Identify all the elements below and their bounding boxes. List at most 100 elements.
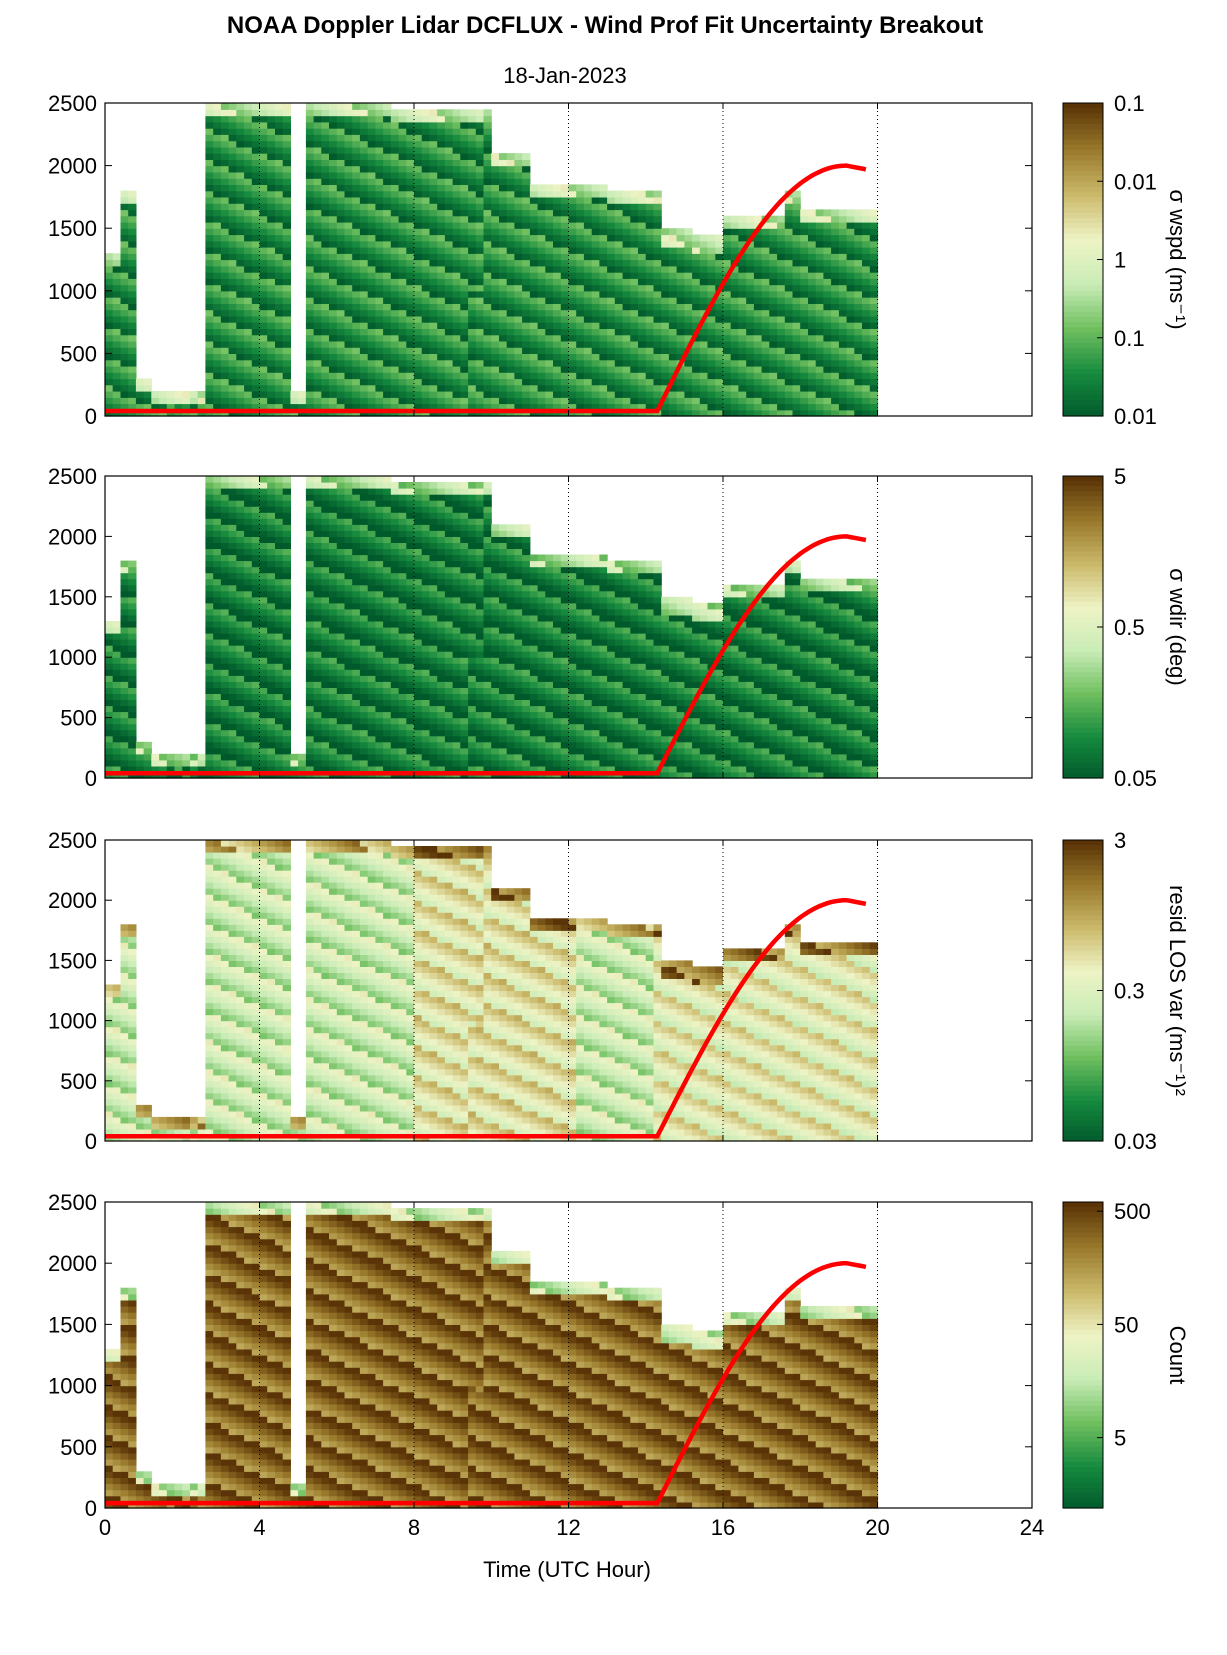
heatmap-cell: [738, 303, 746, 310]
heatmap-cell: [368, 241, 376, 248]
heatmap-cell: [260, 178, 268, 185]
heatmap-cell: [213, 518, 221, 525]
heatmap-cell: [491, 203, 499, 210]
heatmap-cell: [252, 712, 260, 719]
heatmap-cell: [661, 291, 669, 298]
heatmap-cell: [715, 404, 723, 411]
heatmap-cell: [746, 404, 754, 411]
heatmap-cell: [368, 754, 376, 761]
colorbar-swatch: [1063, 181, 1103, 187]
heatmap-cell: [236, 549, 244, 556]
heatmap-cell: [430, 109, 438, 116]
heatmap-cell: [785, 297, 793, 304]
heatmap-cell: [514, 303, 522, 310]
heatmap-cell: [345, 222, 353, 229]
heatmap-cell: [375, 579, 383, 586]
heatmap-cell: [746, 272, 754, 279]
heatmap-cell: [121, 621, 129, 628]
heatmap-cell: [260, 134, 268, 141]
heatmap-cell: [329, 748, 337, 755]
heatmap-cell: [708, 235, 716, 242]
heatmap-cell: [831, 303, 839, 310]
heatmap-cell: [236, 712, 244, 719]
heatmap-cell: [113, 742, 121, 749]
heatmap-cell: [538, 247, 546, 254]
heatmap-cell: [128, 675, 136, 682]
heatmap-cell: [545, 291, 553, 298]
figure-title: NOAA Doppler Lidar DCFLUX - Wind Prof Fi…: [227, 12, 983, 39]
heatmap-cell: [314, 360, 322, 367]
heatmap-cell: [522, 328, 530, 335]
heatmap-cell: [221, 591, 229, 598]
heatmap-cell: [468, 297, 476, 304]
heatmap-cell: [484, 328, 492, 335]
heatmap-cell: [267, 530, 275, 537]
heatmap-cell: [468, 310, 476, 317]
heatmap-cell: [221, 278, 229, 285]
heatmap-cell: [831, 322, 839, 329]
heatmap-cell: [229, 561, 237, 568]
heatmap-cell: [584, 278, 592, 285]
heatmap-cell: [507, 172, 515, 179]
heatmap-cell: [777, 397, 785, 404]
heatmap-cell: [368, 488, 376, 495]
heatmap-cell: [399, 397, 407, 404]
heatmap-cell: [314, 736, 322, 743]
heatmap-cell: [306, 178, 314, 185]
heatmap-cell: [345, 184, 353, 191]
heatmap-cell: [213, 159, 221, 166]
heatmap-cell: [267, 328, 275, 335]
heatmap-cell: [383, 700, 391, 707]
heatmap-cell: [368, 322, 376, 329]
heatmap-cell: [607, 291, 615, 298]
heatmap-cell: [823, 266, 831, 273]
heatmap-cell: [754, 397, 762, 404]
heatmap-cell: [399, 247, 407, 254]
heatmap-cell: [731, 360, 739, 367]
heatmap-cell: [723, 366, 731, 373]
heatmap-cell: [260, 147, 268, 154]
heatmap-cell: [545, 366, 553, 373]
heatmap-cell: [484, 291, 492, 298]
heatmap-cell: [314, 391, 322, 398]
heatmap-cell: [669, 347, 677, 354]
heatmap-cell: [345, 141, 353, 148]
heatmap-cell: [221, 253, 229, 260]
heatmap-cell: [205, 700, 213, 707]
heatmap-cell: [252, 567, 260, 574]
heatmap-cell: [553, 322, 561, 329]
heatmap-cell: [406, 203, 414, 210]
heatmap-cell: [862, 385, 870, 392]
heatmap-cell: [213, 391, 221, 398]
heatmap-cell: [599, 366, 607, 373]
heatmap-cell: [267, 285, 275, 292]
heatmap-cell: [430, 116, 438, 123]
heatmap-cell: [352, 621, 360, 628]
heatmap-cell: [870, 253, 878, 260]
heatmap-cell: [383, 172, 391, 179]
heatmap-cell: [816, 285, 824, 292]
heatmap-cell: [267, 518, 275, 525]
heatmap-cell: [283, 657, 291, 664]
heatmap-cell: [646, 235, 654, 242]
heatmap-cell: [314, 372, 322, 379]
heatmap-cell: [260, 687, 268, 694]
heatmap-cell: [468, 166, 476, 173]
heatmap-cell: [236, 172, 244, 179]
heatmap-cell: [661, 228, 669, 235]
heatmap-cell: [854, 353, 862, 360]
heatmap-cell: [321, 573, 329, 580]
heatmap-cell: [283, 235, 291, 242]
colorbar-swatch: [1063, 134, 1103, 140]
heatmap-cell: [221, 303, 229, 310]
heatmap-cell: [221, 353, 229, 360]
heatmap-cell: [205, 742, 213, 749]
heatmap-cell: [746, 285, 754, 292]
heatmap-cell: [615, 272, 623, 279]
heatmap-cell: [430, 178, 438, 185]
heatmap-cell: [499, 166, 507, 173]
heatmap-cell: [375, 347, 383, 354]
heatmap-cell: [252, 645, 260, 652]
heatmap-cell: [345, 297, 353, 304]
heatmap-cell: [638, 285, 646, 292]
